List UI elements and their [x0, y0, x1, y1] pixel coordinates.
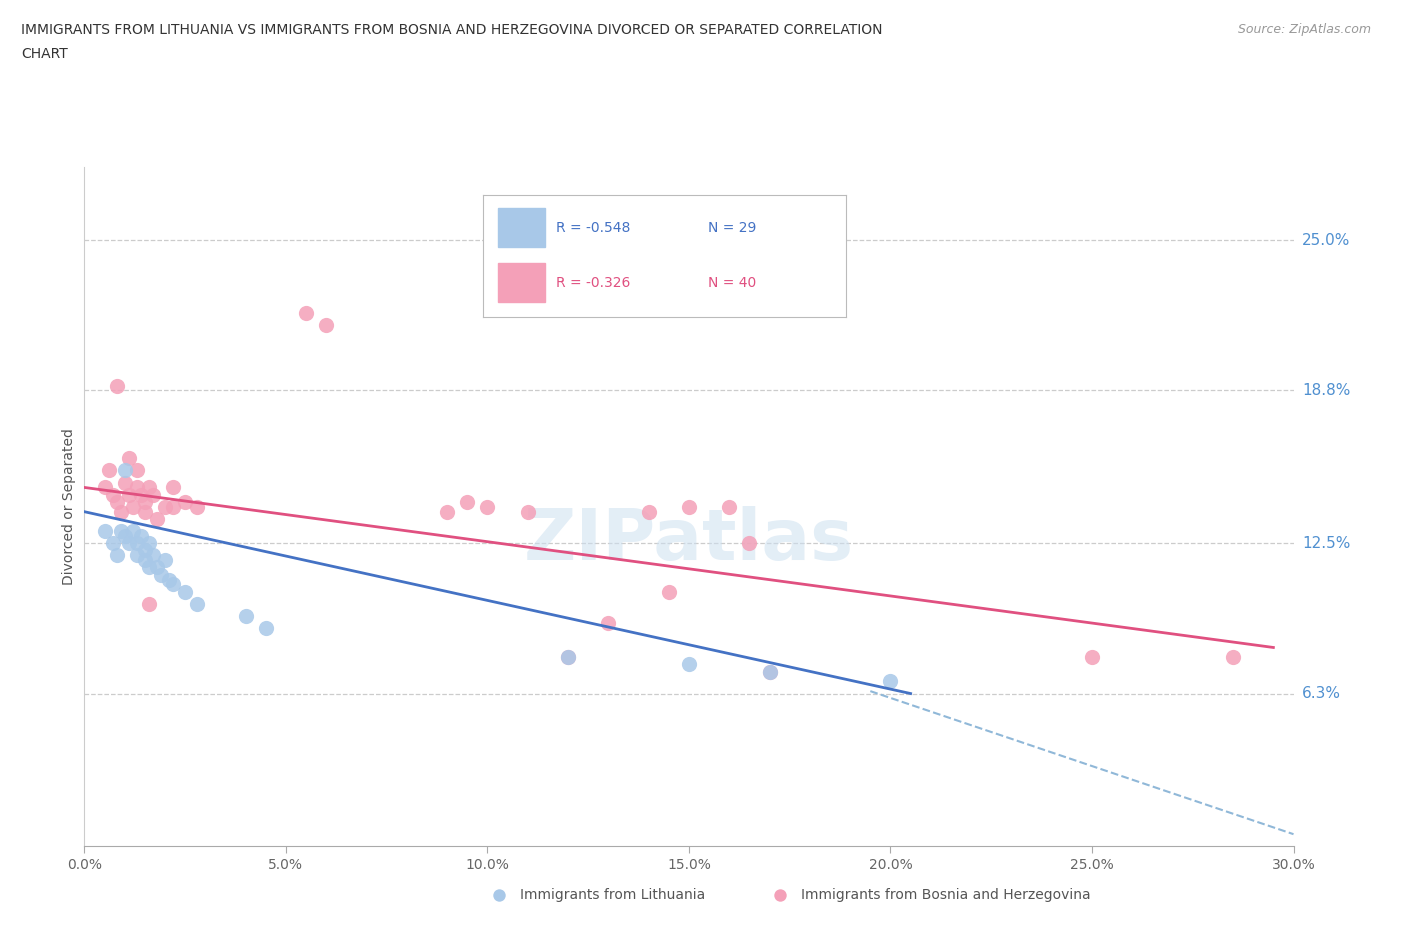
Point: [1222, 650, 1244, 665]
Point: [114, 528, 136, 543]
Point: [121, 499, 143, 514]
Point: [153, 499, 176, 514]
Point: [678, 657, 700, 671]
Point: [254, 620, 277, 635]
Point: [105, 379, 128, 393]
Point: [134, 552, 156, 567]
Point: [118, 487, 141, 502]
Point: [93, 480, 115, 495]
Point: [758, 664, 780, 679]
Point: [162, 577, 184, 591]
Point: [125, 536, 148, 551]
Point: [125, 463, 148, 478]
Point: [138, 596, 160, 611]
Point: [456, 495, 478, 510]
Point: [879, 674, 901, 689]
Point: [174, 584, 197, 599]
Point: [125, 480, 148, 495]
Point: [101, 487, 124, 502]
Point: [138, 480, 160, 495]
Point: [557, 650, 579, 665]
Point: [678, 499, 700, 514]
Point: [598, 616, 620, 631]
Point: [162, 499, 184, 514]
Point: [153, 552, 176, 567]
Point: [516, 504, 538, 519]
Point: [134, 504, 156, 519]
Point: [97, 463, 120, 478]
Point: [121, 524, 143, 538]
Point: [186, 499, 208, 514]
Point: [146, 560, 169, 575]
Point: [174, 495, 197, 510]
Point: [738, 536, 761, 551]
Point: [295, 305, 318, 320]
Point: [758, 664, 780, 679]
Point: [129, 487, 152, 502]
Text: 12.5%: 12.5%: [1302, 536, 1350, 551]
Point: [125, 548, 148, 563]
Point: [769, 887, 792, 902]
Point: [157, 572, 180, 587]
Point: [142, 548, 165, 563]
Point: [142, 487, 165, 502]
Point: [637, 504, 659, 519]
Point: [235, 608, 257, 623]
Point: [315, 317, 337, 332]
Point: [138, 560, 160, 575]
Point: [105, 495, 128, 510]
Point: [488, 887, 510, 902]
Point: [110, 524, 132, 538]
Point: [162, 480, 184, 495]
Point: [718, 499, 741, 514]
Point: [186, 596, 208, 611]
Point: [149, 567, 172, 582]
Text: 18.8%: 18.8%: [1302, 383, 1350, 398]
Point: [134, 495, 156, 510]
Y-axis label: Divorced or Separated: Divorced or Separated: [62, 429, 76, 585]
Text: Source: ZipAtlas.com: Source: ZipAtlas.com: [1237, 23, 1371, 36]
Point: [477, 499, 499, 514]
Text: Immigrants from Bosnia and Herzegovina: Immigrants from Bosnia and Herzegovina: [801, 887, 1091, 902]
Text: 6.3%: 6.3%: [1302, 686, 1341, 701]
Text: IMMIGRANTS FROM LITHUANIA VS IMMIGRANTS FROM BOSNIA AND HERZEGOVINA DIVORCED OR : IMMIGRANTS FROM LITHUANIA VS IMMIGRANTS …: [21, 23, 883, 37]
Point: [118, 536, 141, 551]
Point: [114, 475, 136, 490]
Point: [134, 543, 156, 558]
Point: [1081, 650, 1104, 665]
Point: [114, 463, 136, 478]
Point: [658, 584, 681, 599]
Point: [101, 536, 124, 551]
Point: [436, 504, 458, 519]
Point: [105, 548, 128, 563]
Point: [129, 528, 152, 543]
Point: [118, 451, 141, 466]
Text: CHART: CHART: [21, 46, 67, 60]
Point: [146, 512, 169, 526]
Point: [557, 650, 579, 665]
Point: [138, 536, 160, 551]
Text: 25.0%: 25.0%: [1302, 232, 1350, 247]
Text: ZIPatlas: ZIPatlas: [524, 506, 853, 576]
Point: [93, 524, 115, 538]
Point: [110, 504, 132, 519]
Text: Immigrants from Lithuania: Immigrants from Lithuania: [520, 887, 706, 902]
